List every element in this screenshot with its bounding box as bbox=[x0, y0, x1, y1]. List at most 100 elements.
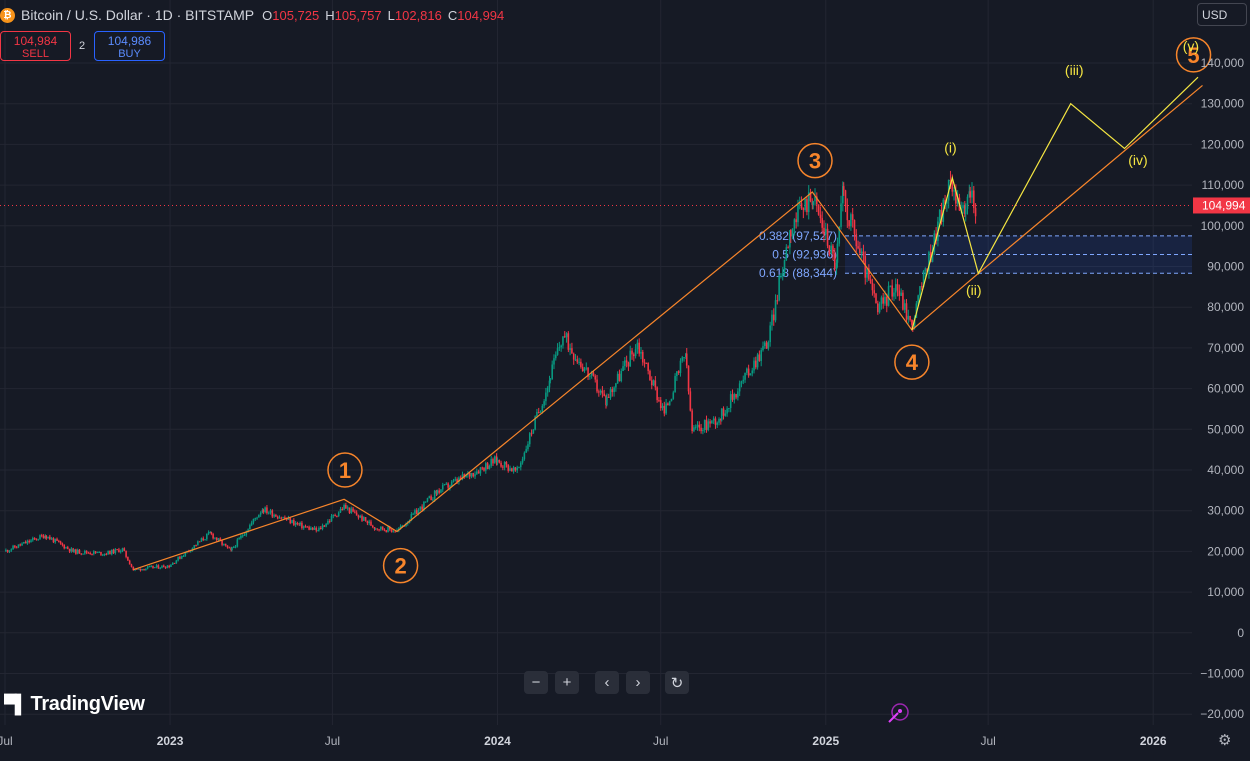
candle-body bbox=[155, 565, 158, 568]
candle-body bbox=[84, 550, 86, 554]
candle-body bbox=[824, 228, 827, 235]
candle-body bbox=[443, 484, 446, 486]
gear-icon[interactable]: ⚙ bbox=[1218, 732, 1232, 749]
candle-body bbox=[868, 268, 870, 280]
candle-body bbox=[490, 459, 492, 466]
candle-body bbox=[859, 248, 861, 254]
candle-body bbox=[157, 565, 160, 569]
candle-body bbox=[875, 293, 877, 304]
candle-body bbox=[633, 354, 635, 357]
candle-body bbox=[145, 568, 147, 571]
candle-body bbox=[49, 536, 51, 540]
candle-body bbox=[590, 372, 593, 376]
candle-body bbox=[352, 508, 354, 512]
candle-body bbox=[560, 345, 562, 348]
zoom-in-button[interactable]: + bbox=[555, 671, 579, 694]
candle-body bbox=[23, 541, 25, 544]
candle-body bbox=[291, 520, 293, 524]
scroll-left-button[interactable]: ‹ bbox=[595, 671, 619, 694]
candle-body bbox=[763, 342, 766, 347]
currency-selector[interactable]: USD bbox=[1197, 3, 1247, 26]
current-price-tag: 104,994 bbox=[1193, 197, 1250, 214]
candle-body bbox=[24, 541, 27, 544]
reset-chart-button[interactable]: ↻ bbox=[665, 671, 689, 694]
fibonacci-level-label: 0.382 (97,527) bbox=[759, 229, 837, 243]
candle-body bbox=[341, 508, 344, 510]
candle-body bbox=[640, 351, 642, 354]
candle-body bbox=[618, 373, 621, 382]
candle-body bbox=[720, 408, 723, 421]
candle-body bbox=[452, 480, 455, 482]
zoom-out-button[interactable]: − bbox=[524, 671, 548, 694]
candle-body bbox=[819, 214, 822, 219]
candle-body bbox=[414, 510, 416, 514]
candle-body bbox=[217, 538, 220, 541]
candle-body bbox=[661, 405, 664, 409]
candle-body bbox=[884, 296, 886, 304]
candle-body bbox=[284, 517, 286, 519]
candle-body bbox=[72, 548, 74, 552]
candle-body bbox=[166, 565, 169, 568]
candle-body bbox=[913, 317, 916, 329]
candle-body bbox=[625, 360, 628, 363]
candle-body bbox=[650, 380, 653, 386]
candle-body bbox=[154, 567, 156, 569]
candle-body bbox=[654, 380, 657, 388]
candle-body bbox=[328, 520, 331, 522]
wave-label-major: 1 bbox=[339, 458, 351, 483]
price-axis-tick-label: 0 bbox=[1237, 626, 1244, 640]
candle-body bbox=[238, 538, 240, 540]
candle-body bbox=[141, 569, 144, 571]
candle-body bbox=[461, 474, 464, 479]
candle-body bbox=[860, 251, 863, 254]
scroll-right-button[interactable]: › bbox=[626, 671, 650, 694]
candle-body bbox=[797, 204, 799, 223]
candle-body bbox=[85, 550, 88, 553]
candle-body bbox=[107, 550, 109, 555]
candle-body bbox=[143, 569, 145, 571]
candle-body bbox=[198, 541, 201, 543]
candle-body bbox=[399, 525, 402, 529]
magic-wand-icon[interactable] bbox=[886, 701, 910, 725]
candle-body bbox=[168, 565, 170, 567]
candle-body bbox=[762, 346, 764, 351]
candle-body bbox=[162, 565, 165, 568]
candle-body bbox=[933, 233, 936, 252]
candle-body bbox=[219, 538, 222, 541]
candle-body bbox=[919, 286, 921, 296]
buy-button[interactable]: 104,986 BUY bbox=[94, 31, 165, 61]
candle-body bbox=[428, 496, 431, 499]
candle-body bbox=[313, 527, 316, 530]
candle-body bbox=[5, 550, 7, 552]
candle-body bbox=[567, 333, 570, 350]
candle-body bbox=[385, 530, 388, 533]
candle-body bbox=[523, 452, 526, 460]
candle-body bbox=[415, 510, 418, 515]
candle-body bbox=[922, 271, 925, 288]
candle-body bbox=[52, 538, 55, 543]
candle-body bbox=[733, 394, 736, 400]
candle-body bbox=[458, 477, 460, 483]
sell-button[interactable]: 104,984 SELL bbox=[0, 31, 71, 61]
candle-body bbox=[262, 509, 265, 513]
elliott-wave-minor-line bbox=[911, 76, 1199, 331]
candle-body bbox=[659, 400, 662, 409]
candle-body bbox=[740, 381, 743, 384]
candle-body bbox=[711, 420, 713, 424]
candle-body bbox=[864, 255, 867, 278]
candle-body bbox=[649, 370, 651, 381]
candle-body bbox=[789, 230, 792, 237]
candle-body bbox=[223, 543, 225, 545]
candle-body bbox=[891, 285, 893, 297]
candle-body bbox=[496, 459, 499, 463]
candle-body bbox=[301, 522, 303, 529]
time-axis-tick-label: Jul bbox=[653, 734, 668, 748]
symbol-title[interactable]: Bitcoin / U.S. Dollar · 1D · BITSTAMP bbox=[21, 7, 255, 23]
candle-body bbox=[32, 538, 34, 541]
ohlc-close: C104,994 bbox=[447, 7, 505, 23]
candle-body bbox=[955, 190, 957, 204]
candle-body bbox=[656, 387, 658, 401]
ohlc-open: O105,725 bbox=[262, 7, 320, 23]
candle-body bbox=[456, 479, 458, 483]
